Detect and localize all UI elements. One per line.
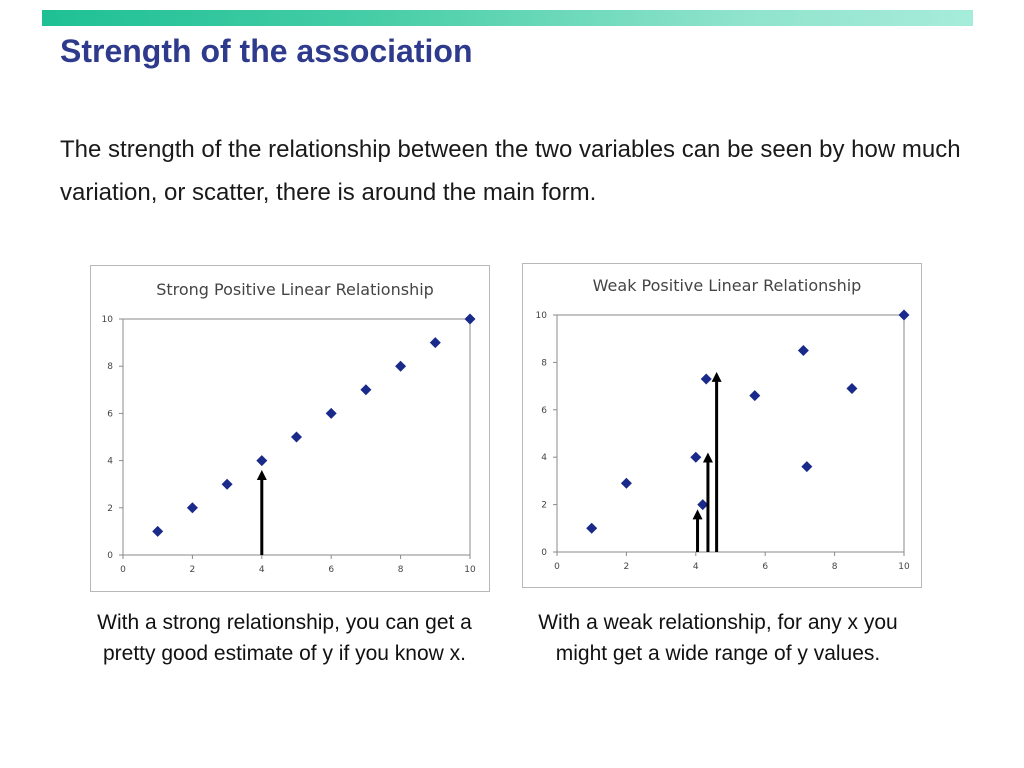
arrow-head (256, 470, 267, 481)
estimate-arrow (692, 509, 703, 552)
data-point (395, 360, 407, 372)
data-point (360, 384, 372, 396)
data-point (797, 345, 809, 357)
data-point (801, 461, 813, 473)
x-tick-label: 8 (398, 565, 404, 575)
data-point (152, 525, 164, 537)
x-tick-label: 8 (832, 562, 838, 572)
arrow-head (702, 452, 713, 463)
strong-scatter-chart: Strong Positive Linear Relationship 0 2 4 6 8… (90, 265, 490, 592)
data-point (697, 499, 709, 511)
y-tick-label: 6 (107, 409, 113, 419)
x-tick-label: 4 (693, 562, 699, 572)
estimate-arrow (256, 470, 267, 555)
arrow-head (711, 371, 722, 382)
data-point (898, 309, 910, 321)
x-tick-label: 4 (259, 565, 265, 575)
data-point (221, 478, 233, 490)
data-point (586, 522, 598, 534)
slide-title: Strength of the association (60, 33, 473, 69)
x-tick-label: 10 (898, 562, 910, 572)
data-point (620, 477, 632, 489)
y-tick-label: 10 (102, 315, 114, 325)
y-tick-label: 8 (107, 362, 113, 372)
data-point (846, 382, 858, 394)
weak-caption: With a weak relationship, for any x you … (538, 611, 898, 665)
data-point (464, 313, 476, 325)
data-point (690, 451, 702, 463)
x-tick-label: 0 (554, 562, 560, 572)
body-text: The strength of the relationship between… (60, 136, 961, 206)
data-point (700, 373, 712, 385)
x-tick-label: 6 (762, 562, 768, 572)
weak-scatter-chart: Weak Positive Linear Relationship 0 2 4 6 8 10… (522, 263, 922, 588)
y-tick-label: 2 (107, 504, 113, 514)
data-point (325, 407, 337, 419)
y-tick-label: 2 (541, 501, 547, 511)
estimate-arrow (702, 452, 713, 552)
y-tick-label: 8 (541, 358, 547, 368)
data-point (429, 337, 441, 349)
arrow-head (692, 509, 703, 520)
plot-area (556, 314, 905, 553)
y-tick-label: 6 (541, 406, 547, 416)
estimate-arrow (711, 371, 722, 552)
chart-title: Strong Positive Linear Relationship (156, 280, 434, 299)
x-tick-label: 6 (328, 565, 334, 575)
data-point (291, 431, 302, 443)
x-tick-label: 2 (624, 562, 630, 572)
y-tick-label: 0 (107, 551, 113, 561)
y-tick-label: 4 (107, 457, 113, 467)
data-point (256, 455, 268, 467)
chart-title: Weak Positive Linear Relationship (593, 276, 862, 295)
y-tick-label: 4 (541, 453, 547, 463)
x-tick-label: 0 (120, 565, 126, 575)
data-point (186, 502, 198, 514)
title-accent-bar (42, 10, 973, 26)
strong-caption: With a strong relationship, you can get … (97, 611, 472, 665)
y-tick-label: 0 (541, 548, 547, 558)
x-tick-label: 10 (464, 565, 476, 575)
y-tick-label: 10 (536, 311, 548, 321)
x-tick-label: 2 (190, 565, 196, 575)
data-point (749, 390, 761, 402)
